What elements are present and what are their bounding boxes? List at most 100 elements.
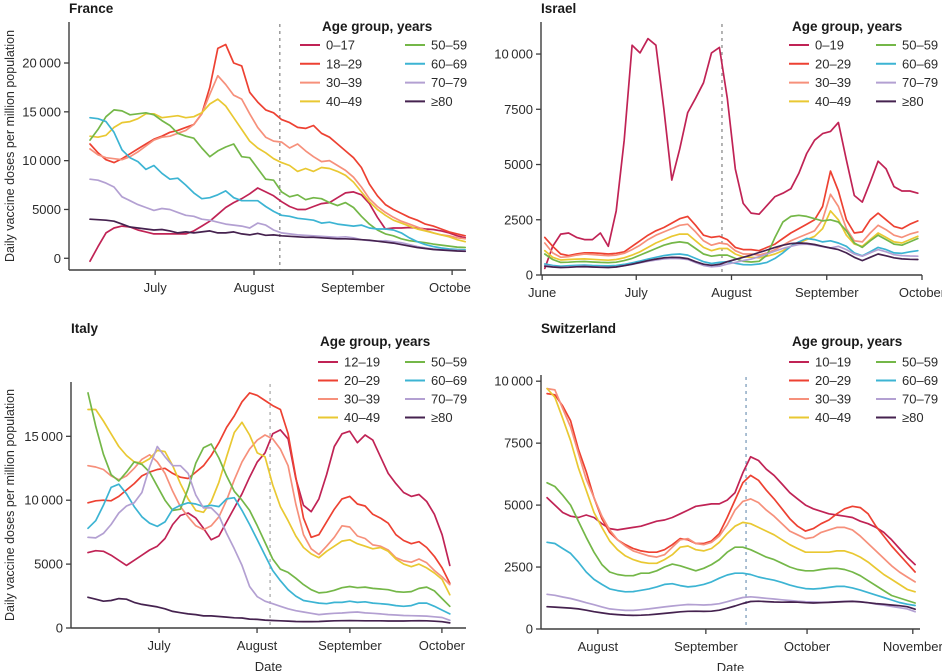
- legend-entry-label: 40–49: [815, 94, 851, 109]
- series-line-40–49: [89, 98, 467, 243]
- legend-entry-label: 0–17: [326, 38, 355, 53]
- legend-entry-label: 50–59: [902, 355, 938, 370]
- legend-entry-label: 20–29: [815, 56, 851, 71]
- legend-entry-label: ≥80: [431, 410, 453, 425]
- x-tick-label: July: [625, 285, 649, 300]
- legend-entry-label: 10–19: [815, 355, 851, 370]
- y-tick-label: 10 000: [494, 374, 533, 389]
- x-tick-label: August: [234, 280, 275, 295]
- y-axis-title: Daily vaccine doses per million populati…: [3, 30, 17, 262]
- series-line-30–39: [89, 74, 467, 240]
- x-tick-label: July: [148, 638, 172, 653]
- series-line-50–59: [546, 481, 916, 604]
- x-tick-label: June: [528, 285, 556, 300]
- x-tick-label: August: [578, 639, 619, 654]
- y-tick-label: 5000: [34, 557, 63, 572]
- y-tick-label: 7500: [504, 436, 533, 451]
- chart-title: Italy: [71, 321, 99, 336]
- chart-italy: Italy 0 5000 10 000 15 000 July August Septembe…: [3, 321, 467, 671]
- legend-entry-label: ≥80: [902, 94, 924, 109]
- y-tick-label: 5000: [32, 202, 61, 217]
- x-tick-label: September: [795, 285, 859, 300]
- y-tick-label: 20 000: [22, 56, 61, 71]
- panel-italy: Italy 0 5000 10 000 15 000 July August Septembe…: [0, 310, 471, 671]
- legend: Age group, years 0–17 18–29 30–39 40–49 50–59…: [300, 19, 467, 109]
- y-tick-label: 0: [54, 251, 61, 266]
- chart-israel: Israel 0 2500 5000 7500 10 000 June July August S…: [494, 1, 942, 300]
- legend-entry-label: 70–79: [431, 392, 467, 407]
- series-line-30–39: [546, 387, 916, 583]
- legend-entry-label: 60–69: [431, 56, 467, 71]
- series-line-12–19: [87, 429, 451, 567]
- legend-entry-label: 70–79: [902, 392, 938, 407]
- y-tick-label: 15 000: [24, 429, 63, 444]
- legend-entry-label: 40–49: [815, 410, 851, 425]
- y-tick-label: 5000: [504, 498, 533, 513]
- legend-entry-label: 0–19: [815, 38, 844, 53]
- legend-entry-label: 70–79: [431, 75, 467, 90]
- legend: Age group, years 10–19 20–29 30–39 40–49 50–5…: [789, 334, 938, 425]
- chart-title: Israel: [541, 1, 576, 16]
- legend-entry-label: 12–19: [344, 355, 380, 370]
- series-line-20–29: [546, 392, 916, 573]
- legend-entry-label: 30–39: [344, 392, 380, 407]
- legend-title: Age group, years: [320, 334, 430, 349]
- x-axis-title: Date: [717, 660, 744, 671]
- y-tick-label: 2500: [504, 560, 533, 575]
- legend-entry-label: 20–29: [344, 373, 380, 388]
- legend-entry-label: 40–49: [344, 410, 380, 425]
- panel-israel: Israel 0 2500 5000 7500 10 000 June July August S…: [471, 0, 942, 310]
- y-tick-label: 10 000: [22, 153, 61, 168]
- x-tick-label: August: [237, 638, 278, 653]
- series-line-60–69: [89, 116, 467, 251]
- series-line-20–29: [543, 170, 919, 257]
- y-tick-label: 15 000: [22, 104, 61, 119]
- legend-entry-label: 60–69: [431, 373, 467, 388]
- legend-entry-label: ≥80: [431, 94, 453, 109]
- chart-france: France 0 5000 10 000 15 000 20 000 July August S…: [3, 1, 471, 295]
- legend-title: Age group, years: [792, 19, 902, 34]
- legend-entry-label: 60–69: [902, 373, 938, 388]
- x-tick-label: November: [883, 639, 942, 654]
- x-tick-label: October: [419, 638, 466, 653]
- series-line-50–59: [543, 214, 919, 264]
- series-line-≥80: [87, 596, 451, 624]
- series-line-18–29: [89, 43, 467, 237]
- series-line-70–79: [87, 445, 451, 622]
- legend-entry-label: 70–79: [902, 75, 938, 90]
- series-line-0–19: [543, 37, 919, 270]
- legend-entry-label: 20–29: [815, 373, 851, 388]
- x-tick-label: October: [899, 285, 942, 300]
- series-line-30–39: [543, 193, 919, 259]
- x-tick-label: September: [318, 638, 382, 653]
- x-tick-label: August: [711, 285, 752, 300]
- x-axis-title: Date: [255, 659, 282, 671]
- series-line-30–39: [87, 434, 451, 586]
- x-tick-label: October: [429, 280, 471, 295]
- series-line-70–79: [89, 178, 467, 252]
- legend-title: Age group, years: [792, 334, 902, 349]
- series-line-40–49: [87, 408, 451, 596]
- series-line-50–59: [87, 392, 451, 608]
- y-tick-label: 10 000: [24, 493, 63, 508]
- legend-entry-label: 40–49: [326, 94, 362, 109]
- legend-entry-label: 30–39: [326, 75, 362, 90]
- y-tick-label: 0: [56, 621, 63, 636]
- series-line-50–59: [89, 109, 467, 249]
- legend: Age group, years 0–19 20–29 30–39 40–49 50–59…: [789, 19, 938, 109]
- chart-switzerland: Switzerland 0 2500 5000 7500 10 000 August Sept…: [494, 321, 942, 671]
- y-tick-label: 10 000: [494, 47, 533, 62]
- x-tick-label: October: [784, 639, 831, 654]
- series-line-40–49: [546, 387, 916, 593]
- legend-entry-label: 50–59: [431, 38, 467, 53]
- y-tick-label: 7500: [504, 102, 533, 117]
- y-tick-label: 2500: [504, 212, 533, 227]
- legend-title: Age group, years: [322, 19, 432, 34]
- legend-entry-label: 50–59: [902, 38, 938, 53]
- legend-entry-label: 50–59: [431, 355, 467, 370]
- series-line-60–69: [87, 483, 451, 615]
- legend-entry-label: 60–69: [902, 56, 938, 71]
- panel-switzerland: Switzerland 0 2500 5000 7500 10 000 August Sept…: [471, 310, 942, 671]
- legend-entry-label: 30–39: [815, 392, 851, 407]
